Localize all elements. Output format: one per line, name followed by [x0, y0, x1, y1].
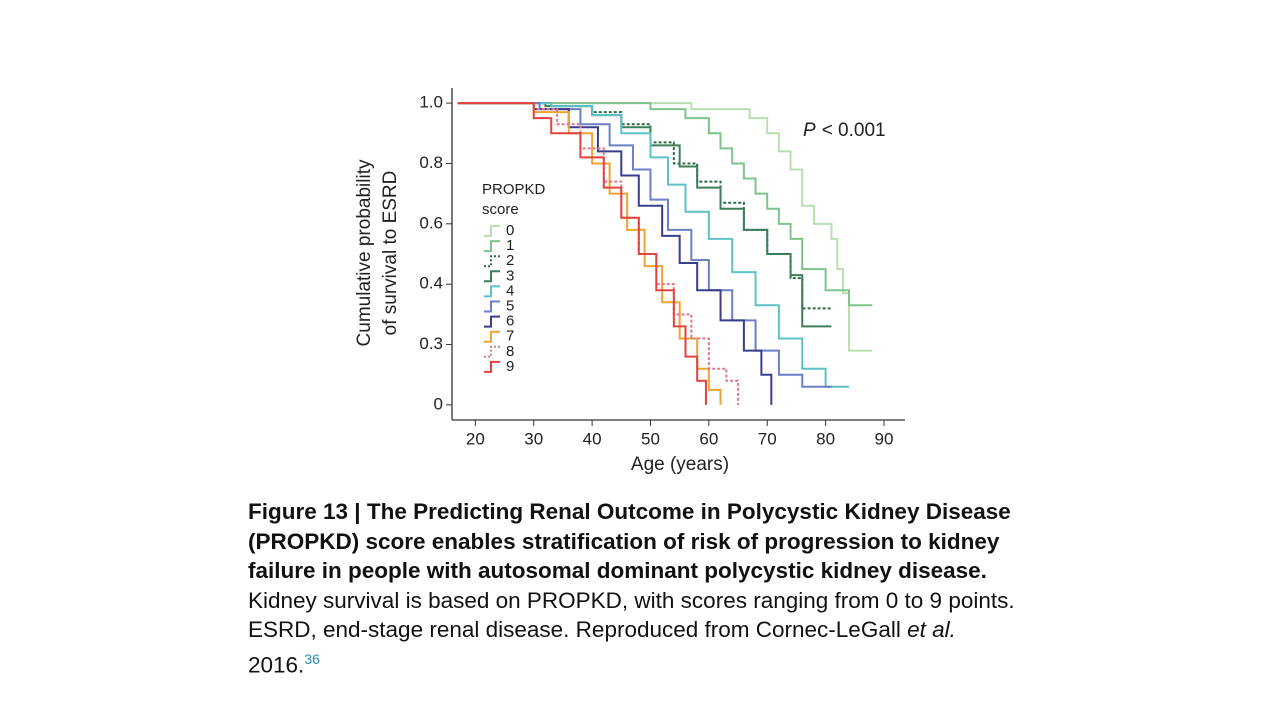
legend-swatch [484, 240, 500, 253]
survival-curve [457, 102, 832, 388]
legend-swatch [484, 225, 500, 237]
legend-title: score [482, 201, 519, 218]
y-tick-label: 0.4 [419, 274, 443, 293]
survival-curve [457, 102, 740, 405]
x-tick-label: 60 [699, 429, 718, 448]
caption-bold: Figure 13 | The Predicting Renal Outcome… [248, 499, 1011, 583]
caption-italic: et al. [907, 617, 956, 642]
legend-label: 0 [506, 222, 514, 239]
survival-curve [457, 102, 722, 405]
legend-label: 3 [506, 267, 514, 284]
y-tick-label: 0.8 [419, 153, 443, 172]
legend-swatch [484, 285, 500, 298]
y-label: of survival to ESRD [380, 171, 401, 336]
caption: Figure 13 | The Predicting Renal Outcome… [248, 497, 1018, 680]
legend-swatch [484, 345, 500, 358]
y-tick-label: 0.3 [419, 334, 443, 353]
survival-curve [457, 102, 707, 405]
legend-label: 8 [506, 343, 514, 360]
legend-label: 1 [506, 237, 514, 254]
y-label: Cumulative probability [354, 159, 375, 346]
annotation: P < 0.001 [803, 120, 886, 141]
x-tick-label: 70 [758, 429, 777, 448]
caption-ref: 36 [304, 650, 320, 667]
y-tick-label: 1.0 [419, 93, 443, 112]
x-tick-label: 20 [466, 429, 485, 448]
survival-curve [457, 102, 873, 352]
legend-swatch [484, 300, 500, 313]
legend-label: 4 [506, 282, 514, 299]
survival-curve [457, 102, 873, 307]
legend-swatch [484, 255, 500, 268]
x-tick-label: 30 [524, 429, 543, 448]
x-tick-label: 40 [583, 429, 602, 448]
caption-text: Kidney survival is based on PROPKD, with… [248, 587, 1015, 643]
annotation-p: P [803, 120, 816, 141]
legend-label: 2 [506, 252, 514, 269]
caption-year: 2016. [248, 652, 305, 677]
legend-swatch [484, 315, 500, 328]
survival-curve [457, 102, 849, 388]
y-tick-label: 0.6 [419, 213, 443, 232]
legend-label: 5 [506, 297, 514, 314]
x-tick-label: 50 [641, 429, 660, 448]
annotation-text: < 0.001 [822, 120, 886, 141]
legend-label: 6 [506, 313, 514, 330]
legend-label: 7 [506, 328, 514, 345]
legend-swatch [484, 330, 500, 343]
legend-swatch [484, 360, 500, 373]
legend-title: PROPKD [482, 181, 546, 198]
chart: Cumulative probability of survival to ES… [354, 88, 905, 475]
y-tick-label: 0 [434, 394, 443, 413]
x-label: Age (years) [631, 454, 729, 475]
legend-swatch [484, 270, 500, 283]
x-tick-label: 80 [816, 429, 835, 448]
legend-label: 9 [506, 358, 514, 375]
x-tick-label: 90 [875, 429, 894, 448]
